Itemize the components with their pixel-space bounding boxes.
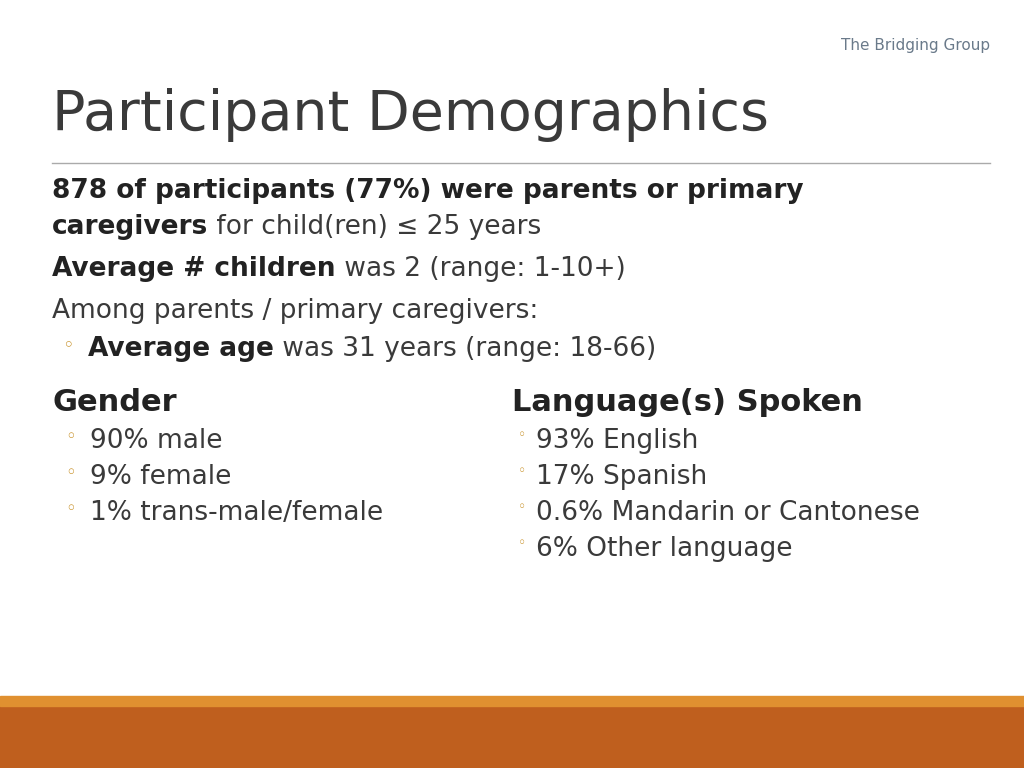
Text: ◦: ◦ — [62, 336, 74, 355]
Bar — [0, 706, 1024, 768]
Text: ◦: ◦ — [518, 428, 526, 442]
Text: The Bridging Group: The Bridging Group — [841, 38, 990, 53]
Text: 93% English: 93% English — [536, 428, 698, 454]
Text: Gender: Gender — [52, 388, 176, 417]
Text: 17% Spanish: 17% Spanish — [536, 464, 708, 490]
Text: 0.6% Mandarin or Cantonese: 0.6% Mandarin or Cantonese — [536, 500, 920, 526]
Text: ◦: ◦ — [518, 464, 526, 478]
Text: ◦: ◦ — [65, 428, 76, 446]
Text: ◦: ◦ — [518, 536, 526, 550]
Text: was 31 years (range: 18-66): was 31 years (range: 18-66) — [273, 336, 656, 362]
Text: Average age: Average age — [88, 336, 273, 362]
Text: for child(ren) ≤ 25 years: for child(ren) ≤ 25 years — [208, 214, 542, 240]
Text: ◦: ◦ — [65, 464, 76, 482]
Text: Among parents / primary caregivers:: Among parents / primary caregivers: — [52, 298, 539, 324]
Text: caregivers: caregivers — [52, 214, 208, 240]
Text: ◦: ◦ — [65, 500, 76, 518]
Text: ◦: ◦ — [518, 500, 526, 514]
Text: 9% female: 9% female — [90, 464, 231, 490]
Bar — [0, 696, 1024, 706]
Text: 1% trans-male/female: 1% trans-male/female — [90, 500, 383, 526]
Text: Language(s) Spoken: Language(s) Spoken — [512, 388, 863, 417]
Text: 6% Other language: 6% Other language — [536, 536, 793, 562]
Text: 878 of participants (77%) were parents or primary: 878 of participants (77%) were parents o… — [52, 178, 804, 204]
Text: was 2 (range: 1-10+): was 2 (range: 1-10+) — [336, 256, 626, 282]
Text: Average # children: Average # children — [52, 256, 336, 282]
Text: Participant Demographics: Participant Demographics — [52, 88, 769, 142]
Text: 90% male: 90% male — [90, 428, 222, 454]
